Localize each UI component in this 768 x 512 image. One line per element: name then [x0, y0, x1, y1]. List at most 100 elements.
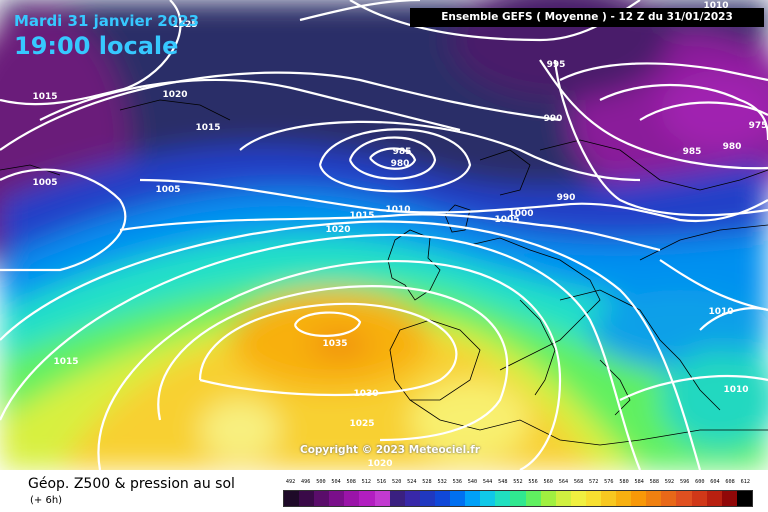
isobar-label: 1015	[195, 123, 220, 133]
isobar-label: 1010	[723, 385, 748, 395]
isobar-label: 980	[723, 142, 742, 152]
scale-label: 568	[573, 479, 584, 485]
scale-swatch	[721, 491, 737, 506]
scale-label: 572	[589, 479, 599, 485]
scale-swatch	[736, 491, 752, 506]
isobar-label: 995	[547, 60, 566, 70]
isobar-label: 1015	[32, 92, 57, 102]
isobar-label: 1000	[508, 209, 533, 219]
copyright-notice: Copyright © 2023 Meteociel.fr	[300, 444, 480, 456]
color-scale-bar	[283, 490, 753, 507]
date-label: Mardi 31 janvier 2023	[14, 12, 200, 30]
scale-swatch	[419, 491, 435, 506]
scale-label: 560	[543, 479, 553, 485]
scale-label: 528	[422, 479, 432, 485]
scale-swatch	[314, 491, 330, 506]
isobar-label: 1010	[708, 307, 733, 317]
color-scale-labels: 492 496 500 504 508 512 516 520 524 528 532 536 540 5…	[283, 479, 753, 490]
scale-label: 588	[649, 479, 660, 485]
scale-swatch	[329, 491, 345, 506]
isobar-label: 1020	[162, 90, 187, 100]
map-title: Géop. Z500 & pression au sol	[28, 476, 235, 492]
scale-label: 604	[710, 479, 720, 485]
scale-label: 612	[740, 479, 750, 485]
scale-swatch	[691, 491, 707, 506]
scale-swatch	[510, 491, 526, 506]
scale-label: 564	[558, 479, 569, 485]
scale-label: 576	[604, 479, 614, 485]
scale-swatch	[646, 491, 662, 506]
scale-label: 508	[346, 479, 356, 485]
scale-swatch	[676, 491, 692, 506]
scale-swatch	[661, 491, 677, 506]
scale-swatch	[631, 491, 647, 506]
scale-label: 532	[437, 479, 447, 485]
scale-swatch	[450, 491, 466, 506]
scale-label: 552	[513, 479, 523, 485]
isobar-label: 985	[683, 147, 702, 157]
scale-label: 596	[679, 479, 690, 485]
isobar-label: 1015	[53, 357, 78, 367]
scale-swatch	[570, 491, 586, 506]
isobar-label: 985	[393, 147, 412, 157]
scale-label: 600	[695, 479, 705, 485]
scale-swatch	[374, 491, 390, 506]
isobar-label: 990	[544, 114, 563, 124]
isobar-label: 1010	[385, 205, 410, 215]
isobar-label: 1020	[325, 225, 350, 235]
scale-swatch	[344, 491, 360, 506]
scale-label: 548	[498, 479, 508, 485]
isobar-label: 1015	[349, 211, 374, 221]
isobar-label: 1030	[353, 389, 378, 399]
scale-label: 580	[619, 479, 629, 485]
scale-swatch	[495, 491, 511, 506]
scale-swatch	[404, 491, 420, 506]
isobar-labels: 1025 1015 1020 1015 1005 1005 985 980 1015 1010 10…	[32, 1, 767, 469]
isobar-label: 1005	[494, 215, 519, 225]
scale-label: 556	[528, 479, 538, 485]
scale-swatch	[359, 491, 375, 506]
isobar-label: 1005	[32, 178, 57, 188]
scale-label: 496	[301, 479, 311, 485]
isobar-label: 1025	[172, 20, 197, 30]
scale-label: 500	[316, 479, 326, 485]
isobar-label: 1035	[322, 339, 347, 349]
scale-swatch	[434, 491, 451, 506]
isobar-label: 1025	[349, 419, 374, 429]
scale-swatch	[585, 491, 601, 506]
scale-label: 524	[407, 479, 417, 485]
scale-label: 544	[482, 479, 493, 485]
model-run-header: Ensemble GEFS ( Moyenne ) - 12 Z du 31/0…	[410, 8, 764, 27]
weather-map: 1025 1015 1020 1015 1005 1005 985 980 1015 1010 10…	[0, 0, 768, 470]
scale-label: 520	[391, 479, 402, 485]
scale-label: 584	[634, 479, 644, 485]
scale-label: 512	[361, 479, 372, 485]
scale-swatch	[540, 491, 556, 506]
isobar-label: 990	[557, 193, 576, 203]
color-scale: 492 496 500 504 508 512 516 520 524 528 532 536 540 5…	[283, 479, 753, 507]
scale-swatch	[706, 491, 722, 506]
scale-swatch	[525, 491, 541, 506]
scale-swatch	[389, 491, 405, 506]
scale-label: 504	[331, 479, 341, 485]
scale-swatch	[600, 491, 617, 506]
isobar-label: 980	[391, 159, 410, 169]
isobar-label: 1005	[155, 185, 180, 195]
time-label: 19:00 locale	[14, 32, 179, 60]
scale-swatch	[555, 491, 571, 506]
forecast-offset: (+ 6h)	[30, 495, 63, 506]
isobar-label: 1020	[367, 459, 392, 469]
scale-label: 540	[467, 479, 478, 485]
scale-swatch	[465, 491, 481, 506]
scale-label: 516	[376, 479, 387, 485]
scale-label: 608	[725, 479, 735, 485]
scale-swatch	[284, 491, 300, 506]
scale-label: 492	[285, 479, 296, 485]
scale-label: 592	[664, 479, 675, 485]
isobar-label: 975	[749, 121, 768, 131]
isobar-label: 1010	[703, 1, 728, 11]
scale-swatch	[480, 491, 496, 506]
scale-swatch	[616, 491, 632, 506]
scale-swatch	[299, 491, 315, 506]
scale-label: 536	[452, 479, 462, 485]
